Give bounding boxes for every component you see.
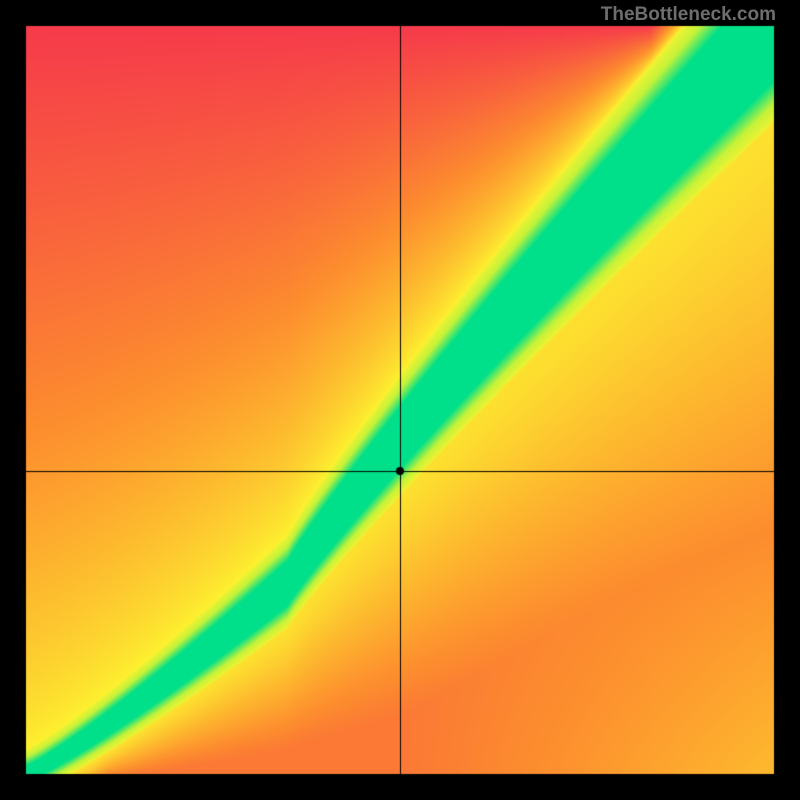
watermark-text: TheBottleneck.com — [601, 4, 776, 26]
chart-container: TheBottleneck.com — [0, 0, 800, 800]
heatmap-canvas — [0, 0, 800, 800]
